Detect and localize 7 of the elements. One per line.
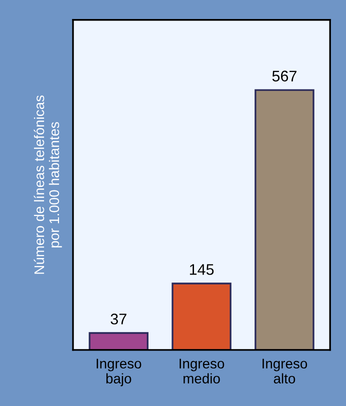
data-label: 37 [110,314,126,324]
x-tick-label: Ingreso bajo [96,358,142,386]
y-axis-title: Número de líneas telefónicas por 1.000 habitantes [34,95,62,274]
x-tick-label: Ingreso medio [180,358,224,384]
x-tick-label: Ingreso alto [262,358,308,384]
data-label: 567 [272,70,296,82]
data-label: 145 [190,264,214,275]
